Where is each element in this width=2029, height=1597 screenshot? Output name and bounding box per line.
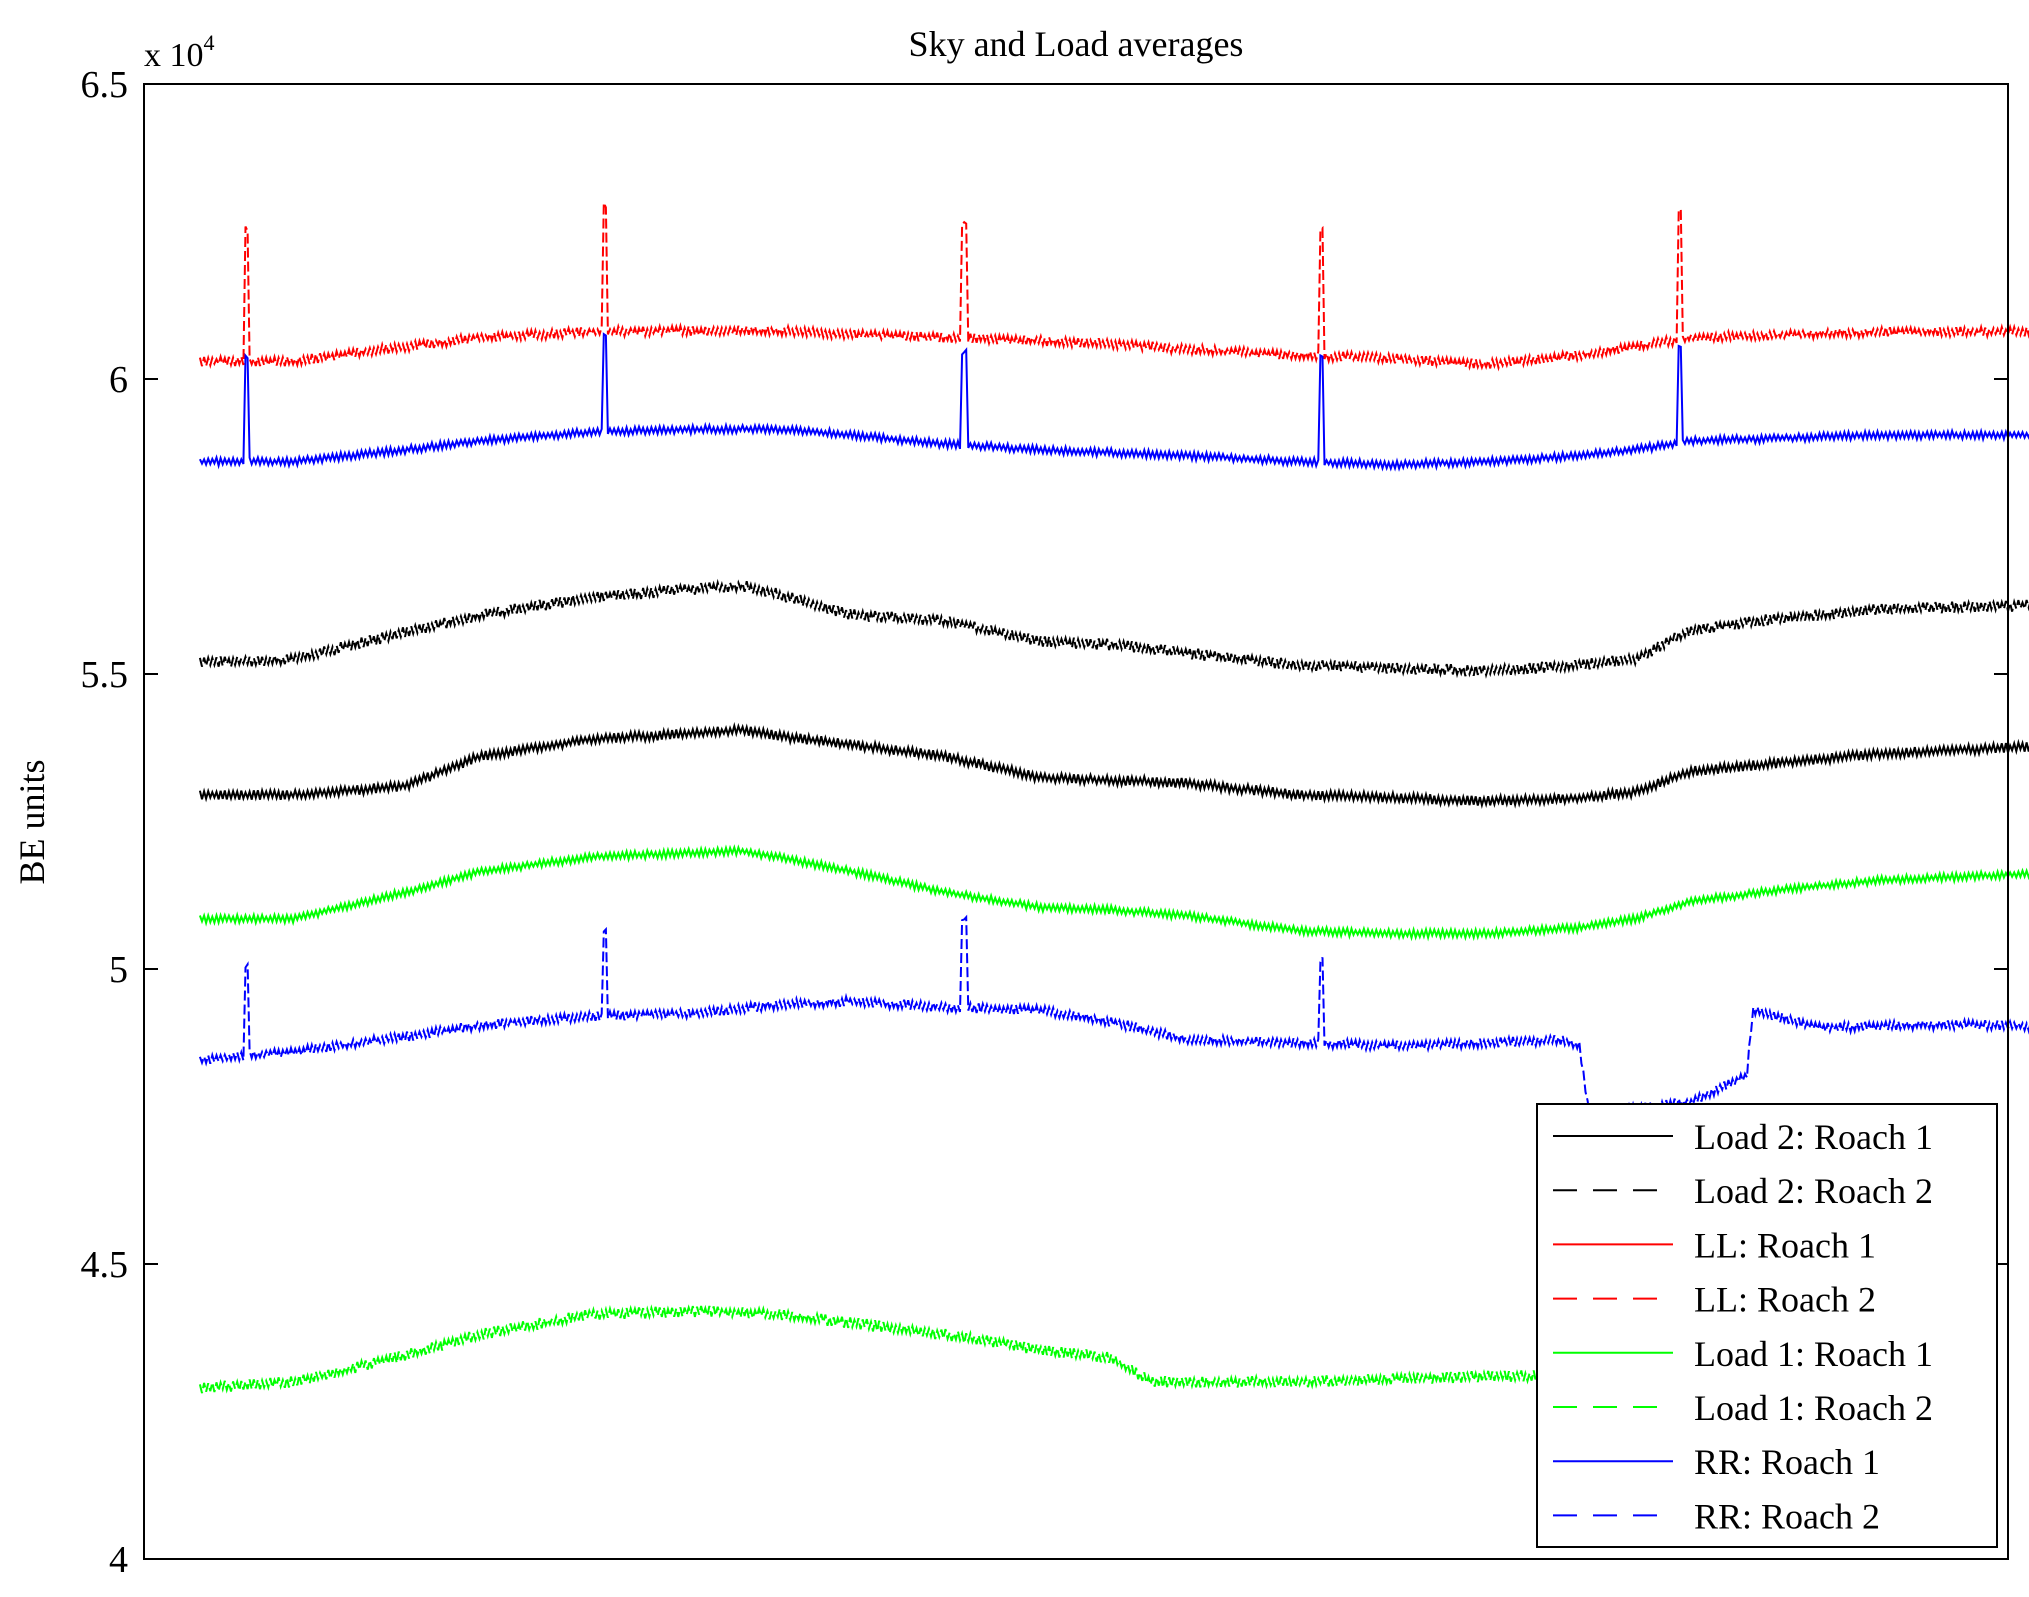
legend-box (1536, 1103, 1998, 1548)
series-line (198, 332, 2029, 472)
series-layer (198, 202, 2029, 1440)
legend-label: Load 2: Roach 1 (1694, 1117, 1933, 1157)
legend-label: Load 1: Roach 1 (1694, 1334, 1933, 1374)
y-tick-label: 5.5 (81, 654, 129, 696)
y-multiplier-exponent: 4 (204, 30, 215, 55)
y-tick-label: 4.5 (81, 1244, 129, 1286)
legend-entries: Load 2: Roach 1 Load 2: Roach 2 LL: Roach … (1553, 1117, 1933, 1536)
legend-label: LL: Roach 1 (1694, 1225, 1876, 1265)
plot-frame (143, 83, 2009, 1560)
legend-label: RR: Roach 2 (1694, 1496, 1880, 1536)
legend-label: RR: Roach 1 (1694, 1442, 1880, 1482)
y-tick-label: 6.5 (81, 64, 129, 106)
chart-title: Sky and Load averages (909, 24, 1244, 64)
y-tick-label: 6 (109, 359, 128, 401)
y-tick-label: 5 (109, 949, 128, 991)
series-line (198, 844, 2029, 942)
legend: Load 2: Roach 1 Load 2: Roach 2 LL: Roach … (1536, 1103, 1998, 1548)
y-multiplier-base: x 10 (144, 37, 204, 74)
legend-label: LL: Roach 2 (1694, 1280, 1876, 1320)
y-axis-label: BE units (12, 759, 52, 884)
legend-label: Load 2: Roach 2 (1694, 1171, 1933, 1211)
y-axis-multiplier: x 104 (144, 30, 215, 74)
series-line (198, 202, 2029, 372)
y-tick-label: 4 (109, 1539, 128, 1581)
tick-layer: 4 4.5 5 5.5 6 6.5 (81, 64, 2008, 1581)
series-line (198, 1304, 1954, 1440)
series-line (198, 721, 2029, 809)
series-line (198, 914, 2029, 1118)
legend-label: Load 1: Roach 2 (1694, 1388, 1933, 1428)
series-line (198, 578, 2029, 679)
